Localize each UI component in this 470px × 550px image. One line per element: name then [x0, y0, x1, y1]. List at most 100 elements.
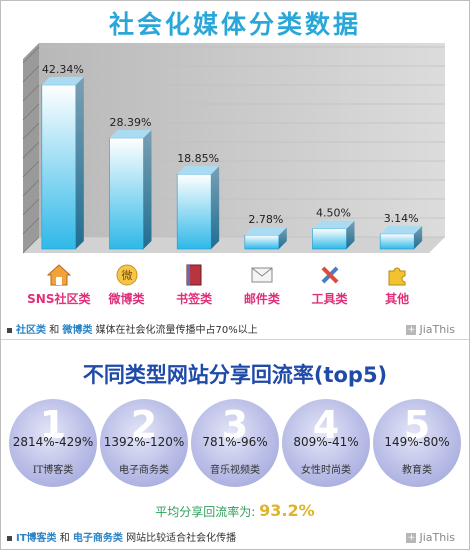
bar [312, 228, 347, 250]
category-book: 书签类 [161, 263, 227, 307]
bar-side [75, 76, 84, 249]
note2-and: 和 [59, 533, 70, 544]
bar-top [177, 166, 220, 175]
bar-top [380, 225, 423, 234]
category-label: 其他 [385, 292, 410, 306]
bar-top [244, 227, 287, 236]
tools-icon [297, 263, 363, 287]
gridline-side [22, 160, 40, 178]
rank-number: 5 [403, 403, 431, 447]
rate-range: 149%-80% [384, 435, 450, 449]
bar [379, 233, 415, 250]
bar-chart: 42.34% 28.39% 18.85% 2.78% 4.50% 3.14% [1, 37, 469, 261]
jiathis-share-button-2[interactable]: + JiaThis [406, 531, 455, 544]
gridline-side [22, 65, 40, 83]
bar [244, 234, 280, 250]
weibo-icon: 微 [94, 263, 160, 287]
rate-range: 809%-41% [293, 435, 359, 449]
divider [1, 339, 469, 340]
note-sites: IT博客类 和 电子商务类 网站比较适合社会化传播 [7, 529, 236, 544]
bar-value-label: 3.14% [384, 212, 419, 225]
gridline-side [22, 236, 40, 254]
chart-back-wall [39, 43, 445, 237]
category-mail: 邮件类 [229, 263, 295, 307]
svg-text:微: 微 [121, 268, 132, 282]
gridline-side [22, 179, 40, 197]
jiathis-label: JiaThis [419, 323, 455, 336]
bar-side [143, 129, 152, 249]
share-rate-circle: 1 2814%-429% IT博客类 [9, 399, 97, 487]
share-rate-circle: 2 1392%-120% 电子商务类 [100, 399, 188, 487]
bar-value-label: 28.39% [110, 116, 152, 129]
average-label: 平均分享回流率为: [155, 505, 256, 519]
gridline-side [22, 103, 40, 121]
rate-range: 781%-96% [202, 435, 268, 449]
gridline-side [22, 84, 40, 102]
bar-top [312, 220, 355, 229]
site-type: 教育类 [402, 465, 432, 476]
rank-number: 3 [221, 403, 249, 447]
rank-number: 2 [130, 403, 158, 447]
gridline-side [22, 141, 40, 159]
site-type: 女性时尚类 [301, 465, 351, 476]
average-value: 93.2% [259, 501, 315, 520]
bar [41, 84, 77, 250]
jiathis-label: JiaThis [419, 531, 455, 544]
bar-side [211, 166, 220, 249]
category-weibo: 微微博类 [94, 263, 160, 307]
share-rate-circle: 4 809%-41% 女性时尚类 [282, 399, 370, 487]
bar [176, 173, 212, 250]
puzzle-icon [364, 263, 430, 287]
chart-side-wall [23, 43, 39, 253]
gridline-side [22, 198, 40, 216]
site-type: 电子商务类 [119, 465, 169, 476]
bar-value-label: 42.34% [42, 63, 84, 76]
average-rate: 平均分享回流率为: 93.2% [1, 501, 469, 520]
bar-side [346, 220, 355, 249]
plus-icon: + [406, 325, 417, 335]
category-label: 书签类 [176, 292, 213, 306]
site-type: 音乐视频类 [210, 465, 260, 476]
book-icon [161, 263, 227, 287]
jiathis-share-button[interactable]: + JiaThis [406, 323, 455, 336]
share-rate-circle: 3 781%-96% 音乐视频类 [191, 399, 279, 487]
share-rate-circle: 5 149%-80% 教育类 [373, 399, 461, 487]
category-label: 邮件类 [243, 292, 280, 306]
category-row: SNS社区类微微博类 书签类 邮件类 工具类 其他 [1, 263, 469, 311]
rank-number: 4 [312, 403, 340, 447]
bullet-square [7, 327, 12, 333]
note-text: 媒体在社会化流量传播中占70%以上 [95, 325, 258, 336]
site-type: IT博客类 [32, 465, 74, 476]
bar-chart-svg: 42.34% 28.39% 18.85% 2.78% 4.50% 3.14% [22, 43, 445, 254]
bar-top [41, 76, 84, 85]
bar-value-label: 18.85% [177, 152, 219, 165]
bullet-square [7, 535, 12, 541]
category-label: 工具类 [311, 292, 348, 306]
rate-range: 2814%-429% [12, 435, 94, 449]
mail-icon [229, 263, 295, 287]
category-label: 微博类 [108, 292, 145, 306]
category-label: SNS社区类 [27, 292, 91, 306]
category-home: SNS社区类 [26, 263, 92, 307]
note-highlight-2: 微博类 [62, 325, 93, 336]
rate-range: 1392%-120% [103, 435, 185, 449]
note2-text: 网站比较适合社会化传播 [126, 533, 237, 544]
home-icon [26, 263, 92, 287]
bar-value-label: 4.50% [316, 207, 351, 220]
note2-highlight-1: IT博客类 [16, 533, 57, 544]
bar-top [109, 129, 152, 138]
note2-highlight-2: 电子商务类 [72, 533, 123, 544]
note-social: 社区类 和 微博类 媒体在社会化流量传播中占70%以上 [7, 321, 258, 336]
chart-title: 社会化媒体分类数据 [108, 10, 361, 39]
share-rate-circles: 1 2814%-429% IT博客类 2 1392%-120% 电子商务类 3 781%-96… [1, 399, 469, 499]
bar-side [414, 225, 423, 249]
bar [109, 137, 144, 250]
plus-icon: + [406, 533, 417, 543]
bar-value-label: 2.78% [248, 213, 283, 226]
bar-side [278, 227, 287, 249]
note-highlight-1: 社区类 [16, 325, 46, 336]
category-puzzle: 其他 [364, 263, 430, 307]
section-title: 不同类型网站分享回流率(top5) [82, 363, 388, 387]
rank-number: 1 [39, 403, 67, 447]
